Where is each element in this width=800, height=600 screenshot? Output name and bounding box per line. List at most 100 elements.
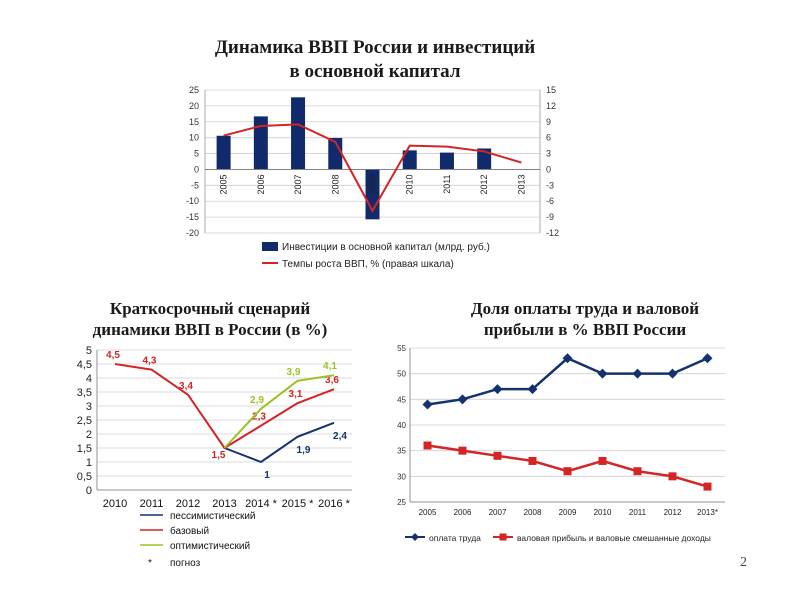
labor-point <box>597 368 608 379</box>
y-tick-label: 25 <box>189 85 199 95</box>
y2-tick-label: -12 <box>546 228 559 238</box>
bar <box>328 137 343 170</box>
x-tick-label: 2015 * <box>282 498 315 510</box>
x-tick-label: 2005 <box>219 174 229 194</box>
x-tick-label: 2010 <box>405 174 415 194</box>
profit-point <box>668 472 677 481</box>
y-tick-label: 1 <box>86 457 92 469</box>
y-tick-label: 15 <box>189 117 199 127</box>
labor-point <box>492 384 503 395</box>
y-tick-label: 40 <box>397 421 406 430</box>
y-tick-label: 4 <box>86 373 92 385</box>
x-tick-label: 2009 <box>368 174 378 194</box>
footnote-text: погноз <box>170 558 201 569</box>
bar <box>439 152 454 170</box>
chart-title-labor-profit-share: Доля оплаты труда и валовой прибыли в % … <box>470 299 700 340</box>
y2-tick-label: 0 <box>546 164 551 174</box>
y2-tick-label: -6 <box>546 196 554 206</box>
x-tick-label: 2013 <box>516 174 526 194</box>
data-label: 3,6 <box>325 375 339 386</box>
profit-point <box>703 482 712 491</box>
y2-tick-label: 3 <box>546 149 551 159</box>
y-tick-label: 3 <box>86 401 92 413</box>
profit-point <box>528 456 537 465</box>
y-tick-label: 0,5 <box>77 471 92 483</box>
data-label: 1 <box>264 470 270 481</box>
y-tick-label: 2,5 <box>77 415 92 427</box>
data-label: 1,9 <box>297 445 311 456</box>
data-label: 3,1 <box>289 389 303 400</box>
y-tick-label: 45 <box>397 395 406 404</box>
y-tick-label: -20 <box>186 228 199 238</box>
labor-line <box>427 356 709 406</box>
y2-tick-label: 9 <box>546 117 551 127</box>
data-label: 1,5 <box>212 450 226 461</box>
labor-point <box>667 368 678 379</box>
x-tick-label: 2006 <box>454 508 472 517</box>
data-label: 2,9 <box>250 395 264 406</box>
labor-point <box>527 384 538 395</box>
x-tick-label: 2011 <box>140 498 164 510</box>
x-tick-label: 2009 <box>559 508 577 517</box>
y-tick-label: 1,5 <box>77 443 92 455</box>
data-label: 2,4 <box>333 431 347 442</box>
y2-tick-label: 12 <box>546 101 556 111</box>
x-tick-label: 2011 <box>442 174 452 193</box>
x-tick-label: 2013* <box>697 508 718 517</box>
labor-point <box>702 353 713 364</box>
x-tick-label: 2008 <box>330 174 340 194</box>
profit-point <box>458 446 467 455</box>
x-tick-label: 2010 <box>103 498 127 510</box>
profit-point <box>493 451 502 460</box>
bar <box>253 116 268 170</box>
data-label: 3,4 <box>179 381 193 392</box>
y-tick-label: 0 <box>194 164 199 174</box>
y-tick-label: 3,5 <box>77 387 92 399</box>
bar <box>477 148 492 170</box>
y-tick-label: 20 <box>189 101 199 111</box>
legend-marker-profit <box>499 533 507 541</box>
x-tick-label: 2005 <box>419 508 437 517</box>
footnote-star: * <box>148 558 152 569</box>
legend-label-investment: Инвестиции в основной капитал (млрд. руб… <box>282 241 490 253</box>
bar <box>365 169 380 220</box>
chart-title-gdp-investment: Динамика ВВП России и инвестиций в основ… <box>214 37 536 82</box>
legend-label: пессимистический <box>170 511 256 522</box>
bar <box>216 135 231 170</box>
x-tick-label: 2011 <box>629 508 647 517</box>
legend-label: оптимистический <box>170 541 250 552</box>
data-label: 2,3 <box>252 412 266 423</box>
data-label: 3,9 <box>287 367 301 378</box>
legend-label-labor: оплата труда <box>429 533 481 543</box>
data-label: 4,5 <box>106 350 120 361</box>
x-tick-label: 2016 * <box>318 498 351 510</box>
y-tick-label: 0 <box>86 485 92 497</box>
legend-swatch-investment <box>262 242 278 251</box>
legend-label: базовый <box>170 525 209 537</box>
y2-tick-label: 15 <box>546 85 556 95</box>
profit-line <box>427 444 708 488</box>
page-number: 2 <box>740 555 747 570</box>
y-tick-label: -10 <box>186 196 199 206</box>
x-tick-label: 2007 <box>489 508 507 517</box>
y-tick-label: 30 <box>397 472 406 481</box>
legend-marker-labor <box>411 533 419 541</box>
scenario-line <box>224 421 335 464</box>
y-tick-label: 4,5 <box>77 359 92 371</box>
profit-point <box>598 456 607 465</box>
data-label: 4,3 <box>143 356 157 367</box>
bar <box>291 97 306 170</box>
x-tick-label: 2012 <box>176 498 200 510</box>
x-tick-label: 2007 <box>293 174 303 194</box>
y-tick-label: 35 <box>397 447 406 456</box>
scenario-line <box>223 374 335 449</box>
profit-point <box>633 467 642 476</box>
y2-tick-label: -3 <box>546 180 554 190</box>
labor-point <box>457 394 468 405</box>
x-tick-label: 2006 <box>256 174 266 194</box>
y2-tick-label: 6 <box>546 133 551 143</box>
y-tick-label: 55 <box>397 344 406 353</box>
x-tick-label: 2012 <box>664 508 682 517</box>
y-tick-label: 50 <box>397 370 406 379</box>
